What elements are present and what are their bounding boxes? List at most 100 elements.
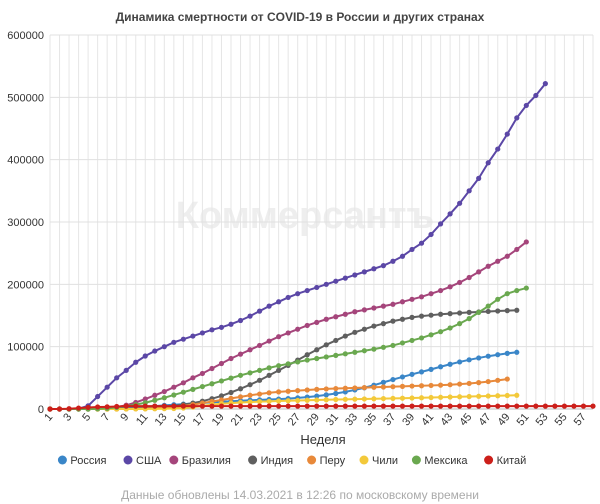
data-point	[495, 258, 501, 264]
data-point	[399, 299, 406, 305]
data-point	[457, 321, 463, 327]
legend-item[interactable]: США	[123, 455, 163, 467]
data-point	[314, 393, 320, 399]
x-tick-label: 3	[61, 411, 74, 423]
data-point	[485, 393, 491, 399]
legend-item[interactable]: Бразилия	[169, 455, 231, 467]
data-point	[580, 403, 587, 409]
data-point	[476, 393, 482, 399]
data-point	[323, 354, 329, 360]
data-point	[295, 359, 301, 365]
data-point	[199, 330, 206, 336]
data-point	[380, 395, 387, 402]
data-point	[437, 329, 444, 335]
data-point	[314, 397, 320, 403]
data-point	[514, 287, 520, 294]
x-tick-label: 45	[457, 411, 474, 428]
data-point	[256, 308, 263, 314]
data-point	[114, 375, 120, 381]
data-point	[199, 383, 206, 390]
legend-label: США	[136, 455, 162, 467]
data-point	[266, 338, 272, 344]
data-point	[342, 351, 348, 357]
data-point	[418, 383, 425, 389]
data-point	[418, 240, 425, 246]
data-point	[247, 382, 253, 388]
y-tick-label: 600000	[7, 30, 44, 42]
data-point	[266, 372, 272, 378]
data-point	[342, 385, 348, 391]
data-point	[228, 403, 234, 409]
data-point	[447, 403, 453, 409]
data-point	[437, 382, 444, 388]
legend-marker	[411, 455, 421, 465]
data-point	[514, 403, 520, 409]
data-point	[276, 334, 282, 340]
watermark: Коммерсантъ	[176, 195, 434, 237]
data-point	[266, 390, 272, 396]
data-point	[495, 308, 501, 314]
data-point	[266, 403, 272, 409]
data-point	[495, 403, 501, 409]
data-point	[542, 81, 548, 87]
data-point	[314, 386, 320, 392]
data-point	[323, 397, 329, 403]
data-point	[104, 404, 110, 410]
data-point	[504, 392, 510, 399]
data-point	[314, 347, 320, 353]
legend-item[interactable]: Мексика	[411, 455, 469, 467]
data-point	[428, 394, 434, 401]
data-point	[504, 376, 510, 382]
data-point	[276, 363, 282, 369]
data-point	[75, 405, 82, 411]
legend-item[interactable]: Чили	[359, 455, 399, 467]
data-point	[342, 396, 348, 402]
data-point	[333, 314, 339, 320]
data-point	[485, 308, 491, 315]
data-point	[152, 397, 158, 403]
data-point	[476, 380, 482, 386]
legend-item[interactable]: Индия	[248, 455, 293, 467]
data-point	[276, 367, 282, 373]
data-point	[380, 263, 387, 269]
legend-item[interactable]: Китай	[484, 455, 526, 467]
data-point	[361, 385, 367, 391]
legend-item[interactable]: Россия	[57, 455, 107, 467]
x-tick-label: 51	[515, 411, 532, 428]
data-point	[247, 399, 253, 405]
data-point	[190, 403, 196, 409]
data-point	[418, 335, 425, 341]
data-point	[466, 380, 472, 387]
data-point	[457, 394, 463, 400]
data-point	[371, 384, 377, 390]
data-point	[380, 379, 387, 385]
legend-item[interactable]: Перу	[307, 455, 346, 467]
data-point	[190, 386, 196, 392]
data-point	[295, 291, 301, 297]
data-point	[409, 296, 415, 302]
data-point	[285, 398, 291, 404]
legend-marker	[359, 455, 369, 465]
data-point	[285, 388, 291, 394]
data-point	[495, 377, 501, 383]
data-point	[171, 403, 177, 409]
legend-label: Мексика	[424, 455, 468, 467]
chart-title: Динамика смертности от COVID-19 в России…	[115, 10, 485, 24]
data-point	[237, 372, 244, 378]
data-point	[495, 352, 501, 358]
data-point	[361, 326, 367, 332]
data-point	[437, 311, 444, 317]
data-point	[256, 377, 263, 383]
data-point	[333, 352, 339, 358]
data-point	[352, 385, 358, 391]
data-point	[171, 339, 177, 345]
y-tick-label: 400000	[7, 155, 44, 167]
data-point	[447, 325, 453, 331]
x-tick-label: 27	[286, 411, 303, 428]
legend-label: Бразилия	[182, 455, 231, 467]
data-point	[266, 398, 272, 404]
x-tick-label: 21	[229, 411, 246, 428]
data-point	[514, 392, 520, 398]
data-point	[466, 316, 472, 322]
data-point	[323, 281, 329, 287]
